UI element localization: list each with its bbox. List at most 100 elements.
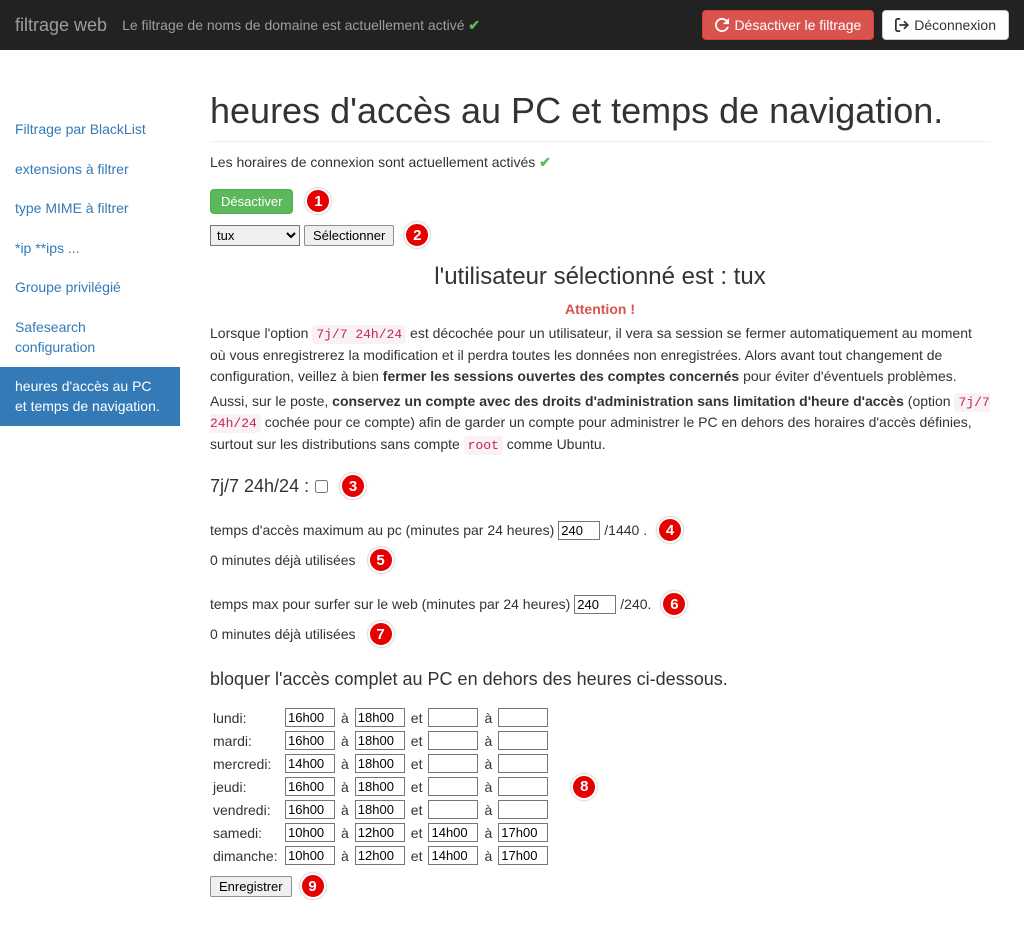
time-start-1[interactable] [285,708,335,727]
time-end-1[interactable] [355,823,405,842]
schedule-table: lundi:àetàmardi:àetàmercredi:àetàjeudi:à… [210,706,551,867]
sidebar-item-mime[interactable]: type MIME à filtrer [0,189,180,229]
day-label: dimanche: [210,844,282,867]
user-select[interactable]: tux [210,225,300,246]
sep-et: et [408,821,426,844]
select-user-button[interactable]: Sélectionner [304,225,394,246]
sidebar-item-blacklist[interactable]: Filtrage par BlackList [0,110,180,150]
web-used-label: 0 minutes déjà utilisées [210,626,356,642]
allday-label: 7j/7 24h/24 : [210,476,309,497]
pc-time-suffix: /1440 . [604,522,647,538]
day-label: samedi: [210,821,282,844]
day-label: mardi: [210,729,282,752]
annotation-badge-1: 1 [305,188,331,214]
sep-a: à [338,706,352,729]
day-label: mercredi: [210,752,282,775]
time-end-2[interactable] [498,823,548,842]
time-end-1[interactable] [355,708,405,727]
time-start-1[interactable] [285,731,335,750]
attention-label: Attention ! [210,301,990,317]
time-end-1[interactable] [355,800,405,819]
schedule-row: vendredi:àetà [210,798,551,821]
logout-icon [895,18,909,32]
time-end-2[interactable] [498,846,548,865]
time-start-1[interactable] [285,777,335,796]
day-label: lundi: [210,706,282,729]
schedule-row: dimanche: à et à [210,844,551,867]
schedule-row: lundi: à et à [210,706,551,729]
hours-status: Les horaires de connexion sont actuellem… [210,152,990,173]
sep-a: à [481,844,495,867]
time-end-2[interactable] [498,754,548,773]
sep-et: et [408,752,426,775]
annotation-badge-9: 9 [300,873,326,899]
sep-et: et [408,798,426,821]
time-end-1[interactable] [355,754,405,773]
allday-checkbox[interactable] [315,480,328,493]
web-time-input[interactable] [574,595,616,614]
check-icon: ✔ [539,154,551,170]
time-end-2[interactable] [498,731,548,750]
save-button[interactable]: Enregistrer [210,876,292,897]
disable-filter-button[interactable]: Désactiver le filtrage [702,10,874,40]
logout-button[interactable]: Déconnexion [882,10,1009,40]
sidebar-item-safesearch[interactable]: Safesearch configuration [0,308,180,367]
time-start-2[interactable] [428,777,478,796]
sep-a: à [338,752,352,775]
sep-a: à [338,729,352,752]
schedule-row: mercredi: à et à [210,752,551,775]
sep-a: à [338,844,352,867]
pc-time-label: temps d'accès maximum au pc (minutes par… [210,522,554,538]
sep-et: et [408,706,426,729]
pc-used-label: 0 minutes déjà utilisées [210,552,356,568]
time-start-2[interactable] [428,846,478,865]
sep-a: à [338,798,352,821]
pc-time-input[interactable] [558,521,600,540]
sep-et: et [408,729,426,752]
deactivate-hours-button[interactable]: Désactiver [210,189,293,214]
time-end-2[interactable] [498,800,548,819]
navbar: filtrage web Le filtrage de noms de doma… [0,0,1024,50]
sidebar-item-group[interactable]: Groupe privilégié [0,268,180,308]
sep-et: et [408,844,426,867]
schedule-row: jeudi:àetà [210,775,551,798]
web-time-label: temps max pour surfer sur le web (minute… [210,596,570,612]
time-end-2[interactable] [498,777,548,796]
time-start-2[interactable] [428,754,478,773]
code-root: root [464,436,503,455]
brand: filtrage web [15,15,107,36]
time-end-1[interactable] [355,731,405,750]
time-start-2[interactable] [428,800,478,819]
time-end-1[interactable] [355,846,405,865]
sep-a: à [481,752,495,775]
day-label: vendredi: [210,798,282,821]
time-start-1[interactable] [285,800,335,819]
time-start-2[interactable] [428,823,478,842]
code-7j7: 7j/7 24h/24 [312,325,406,344]
web-time-suffix: /240. [620,596,651,612]
sep-a: à [481,729,495,752]
annotation-badge-6: 6 [661,591,687,617]
time-start-2[interactable] [428,731,478,750]
sep-a: à [338,821,352,844]
annotation-badge-4: 4 [657,517,683,543]
selected-user-heading: l'utilisateur sélectionné est : tux [210,263,990,291]
sep-et: et [408,775,426,798]
time-start-1[interactable] [285,823,335,842]
time-start-2[interactable] [428,708,478,727]
sidebar-item-ip[interactable]: *ip **ips ... [0,229,180,269]
sep-a: à [338,775,352,798]
sidebar-item-hours[interactable]: heures d'accès au PC et temps de navigat… [0,367,180,426]
warning-paragraph-1: Lorsque l'option 7j/7 24h/24 est décoché… [210,323,990,387]
sep-a: à [481,706,495,729]
warning-paragraph-2: Aussi, sur le poste, conservez un compte… [210,391,990,456]
time-start-1[interactable] [285,754,335,773]
schedule-row: mardi: à et à [210,729,551,752]
time-end-1[interactable] [355,777,405,796]
filter-status-text: Le filtrage de noms de domaine est actue… [122,17,480,34]
refresh-icon [715,18,729,32]
time-start-1[interactable] [285,846,335,865]
sidebar-item-extensions[interactable]: extensions à filtrer [0,150,180,190]
time-end-2[interactable] [498,708,548,727]
annotation-badge-7: 7 [368,621,394,647]
